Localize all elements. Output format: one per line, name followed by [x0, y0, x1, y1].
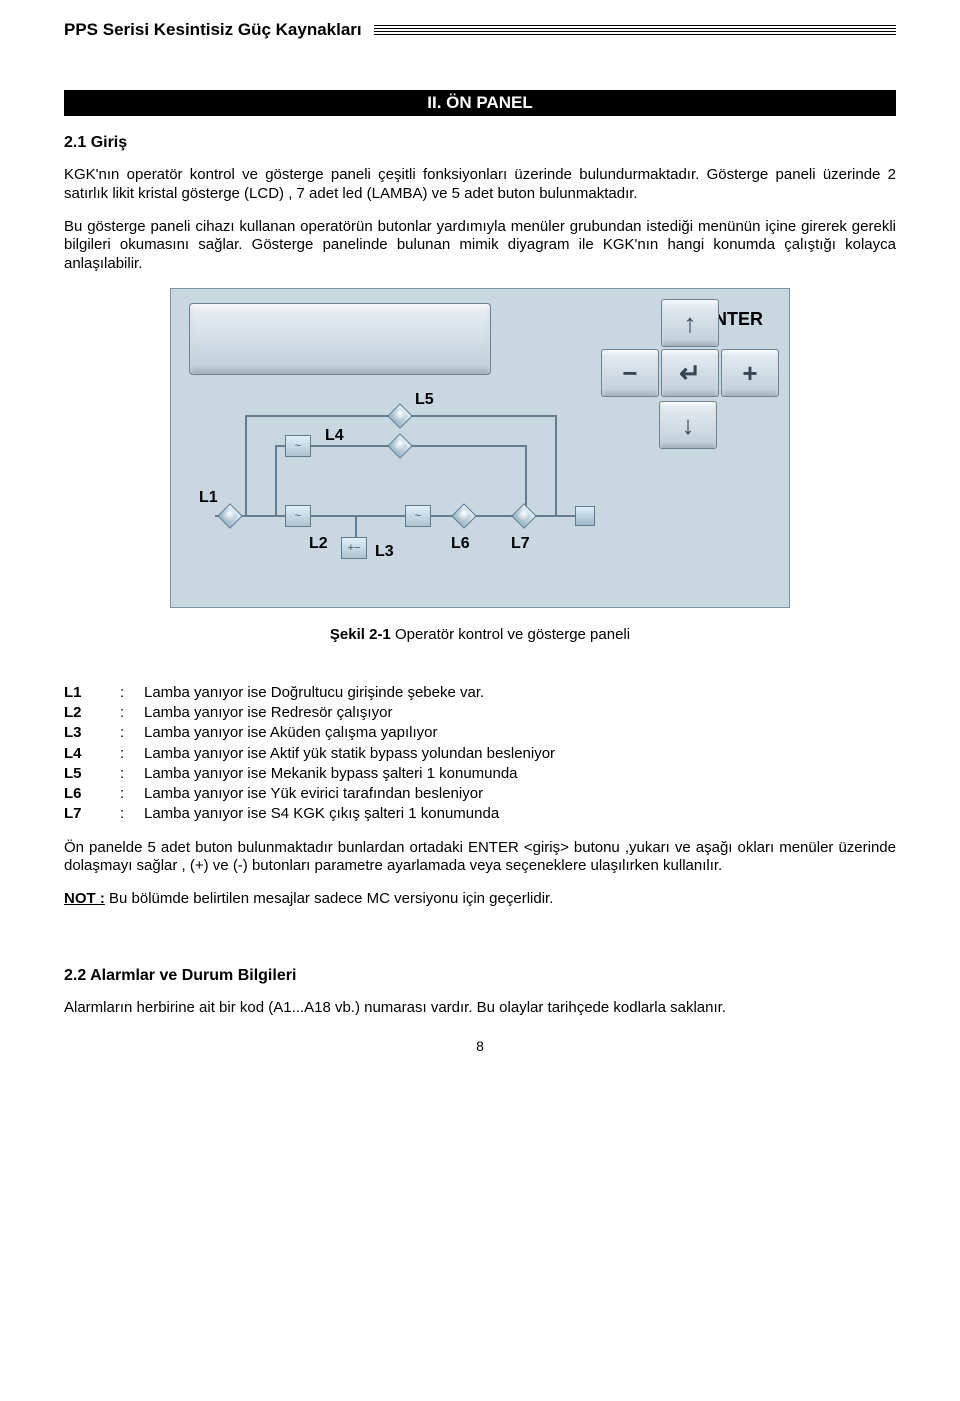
inverter-block: ~	[405, 505, 431, 527]
legend-row: L4:Lamba yanıyor ise Aktif yük statik by…	[64, 744, 896, 764]
led-legend: L1:Lamba yanıyor ise Doğrultucu girişind…	[64, 683, 896, 825]
led-L6-indicator	[451, 503, 476, 528]
panel-figure: ENTER ↑ − ↵ + ↓	[170, 288, 790, 608]
page-header: PPS Serisi Kesintisiz Güç Kaynakları	[64, 20, 896, 40]
legend-row: L3:Lamba yanıyor ise Aküden çalışma yapı…	[64, 723, 896, 743]
subheading-2-1: 2.1 Giriş	[64, 134, 896, 152]
led-L4-indicator	[387, 433, 412, 458]
header-title: PPS Serisi Kesintisiz Güç Kaynakları	[64, 20, 362, 40]
caption-rest: Operatör kontrol ve gösterge paneli	[391, 626, 630, 643]
bypass-block: ~	[285, 435, 311, 457]
label-L1: L1	[199, 489, 218, 507]
page-number: 8	[64, 1038, 896, 1054]
label-L4: L4	[325, 427, 344, 445]
header-rule	[374, 25, 896, 35]
legend-row: L7:Lamba yanıyor ise S4 KGK çıkış şalter…	[64, 804, 896, 824]
note-text: Bu bölümde belirtilen mesajlar sadece MC…	[105, 890, 554, 907]
paragraph-intro-2: Bu gösterge paneli cihazı kullanan opera…	[64, 218, 896, 274]
keypad: ↑ − ↵ +	[601, 299, 777, 395]
led-L7-indicator	[511, 503, 536, 528]
legend-row: L6:Lamba yanıyor ise Yük evirici tarafın…	[64, 784, 896, 804]
rectifier-block: ~	[285, 505, 311, 527]
label-L5: L5	[415, 391, 434, 409]
plus-icon: +	[742, 360, 757, 386]
section-banner: II. ÖN PANEL	[64, 90, 896, 116]
label-L3: L3	[375, 543, 394, 561]
control-panel: ENTER ↑ − ↵ + ↓	[170, 288, 790, 608]
enter-icon: ↵	[679, 360, 701, 386]
arrow-up-icon: ↑	[684, 310, 697, 336]
paragraph-alarms: Alarmların herbirine ait bir kod (A1...A…	[64, 999, 896, 1018]
subheading-2-2: 2.2 Alarmlar ve Durum Bilgileri	[64, 967, 896, 985]
lcd-display	[189, 303, 491, 375]
legend-row: L2:Lamba yanıyor ise Redresör çalışıyor	[64, 703, 896, 723]
caption-bold: Şekil 2-1	[330, 626, 391, 643]
minus-icon: −	[622, 360, 637, 386]
legend-row: L5:Lamba yanıyor ise Mekanik bypass şalt…	[64, 764, 896, 784]
mimic-diagram: ~ +− ~ ~ L5 L4 L1 L2 L3 L6 L7	[185, 385, 775, 565]
paragraph-intro-1: KGK'nın operatör kontrol ve gösterge pan…	[64, 166, 896, 204]
output-terminal	[575, 506, 595, 526]
led-L5-indicator	[387, 403, 412, 428]
battery-block: +−	[341, 537, 367, 559]
led-L1-indicator	[217, 503, 242, 528]
label-L6: L6	[451, 535, 470, 553]
legend-row: L1:Lamba yanıyor ise Doğrultucu girişind…	[64, 683, 896, 703]
up-button[interactable]: ↑	[661, 299, 719, 347]
label-L2: L2	[309, 535, 328, 553]
figure-caption: Şekil 2-1 Operatör kontrol ve gösterge p…	[64, 626, 896, 643]
label-L7: L7	[511, 535, 530, 553]
note-label: NOT :	[64, 890, 105, 907]
paragraph-note: NOT : Bu bölümde belirtilen mesajlar sad…	[64, 890, 896, 909]
paragraph-buttons: Ön panelde 5 adet buton bulunmaktadır bu…	[64, 839, 896, 877]
